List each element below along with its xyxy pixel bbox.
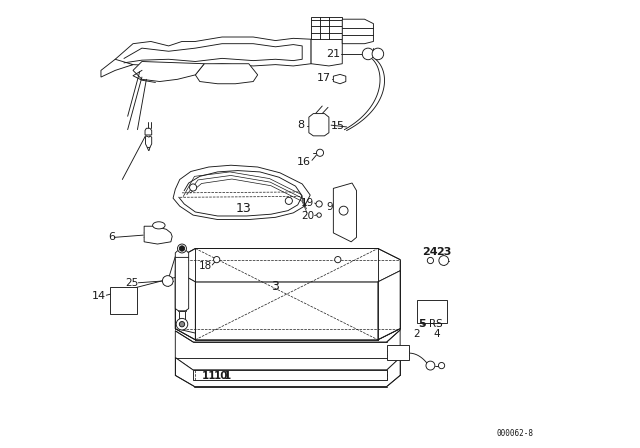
Text: 5: 5 xyxy=(418,319,426,329)
Polygon shape xyxy=(333,74,346,84)
Polygon shape xyxy=(309,114,329,136)
Circle shape xyxy=(214,257,220,263)
Polygon shape xyxy=(417,300,447,323)
Polygon shape xyxy=(175,271,195,340)
Circle shape xyxy=(177,244,186,253)
Text: 6: 6 xyxy=(109,233,115,242)
Circle shape xyxy=(428,258,433,263)
Text: 10: 10 xyxy=(214,371,228,381)
Text: 21: 21 xyxy=(326,49,340,59)
Polygon shape xyxy=(175,330,400,370)
Text: 4: 4 xyxy=(433,329,440,340)
Circle shape xyxy=(438,362,445,369)
Text: 11: 11 xyxy=(202,371,216,381)
Circle shape xyxy=(317,213,321,217)
Text: 19: 19 xyxy=(301,198,314,207)
Polygon shape xyxy=(195,64,258,84)
Circle shape xyxy=(179,322,185,327)
Text: 000062-8: 000062-8 xyxy=(497,429,534,438)
Polygon shape xyxy=(175,255,189,311)
Polygon shape xyxy=(311,17,342,39)
Text: - RS: - RS xyxy=(422,319,443,329)
Text: 8: 8 xyxy=(298,120,305,130)
Circle shape xyxy=(426,361,435,370)
Text: 24: 24 xyxy=(422,247,437,258)
Polygon shape xyxy=(133,61,204,82)
Polygon shape xyxy=(173,165,310,220)
Circle shape xyxy=(176,319,188,330)
Polygon shape xyxy=(101,59,133,77)
Polygon shape xyxy=(175,358,400,387)
Circle shape xyxy=(189,184,196,191)
Ellipse shape xyxy=(152,222,165,229)
Polygon shape xyxy=(342,19,373,44)
Text: 3: 3 xyxy=(271,280,279,293)
Text: 23: 23 xyxy=(436,247,451,258)
Text: 16: 16 xyxy=(297,157,311,167)
Circle shape xyxy=(285,197,292,204)
Circle shape xyxy=(179,246,185,251)
Polygon shape xyxy=(144,226,172,244)
Circle shape xyxy=(335,257,341,263)
Polygon shape xyxy=(175,271,400,340)
Polygon shape xyxy=(378,271,400,340)
Polygon shape xyxy=(110,287,138,314)
Text: 9: 9 xyxy=(327,202,333,212)
Text: 1: 1 xyxy=(224,371,231,381)
Polygon shape xyxy=(179,311,185,321)
Circle shape xyxy=(439,256,449,265)
Circle shape xyxy=(316,201,322,207)
Text: 13: 13 xyxy=(236,202,251,215)
Polygon shape xyxy=(115,37,311,68)
Polygon shape xyxy=(333,183,356,242)
Text: 2: 2 xyxy=(413,329,420,340)
Polygon shape xyxy=(175,251,189,258)
Circle shape xyxy=(362,48,374,60)
Polygon shape xyxy=(145,128,152,135)
Circle shape xyxy=(163,276,173,286)
Text: 14: 14 xyxy=(92,291,106,301)
Polygon shape xyxy=(193,370,387,380)
Circle shape xyxy=(339,206,348,215)
Circle shape xyxy=(372,48,383,60)
Text: 15: 15 xyxy=(331,121,345,131)
Polygon shape xyxy=(387,345,409,360)
Polygon shape xyxy=(145,136,152,147)
Polygon shape xyxy=(175,249,400,282)
Text: 17: 17 xyxy=(317,73,331,83)
Circle shape xyxy=(316,149,324,156)
Text: 18: 18 xyxy=(199,261,212,271)
Polygon shape xyxy=(311,37,342,66)
Text: 25: 25 xyxy=(125,278,138,288)
Text: 20: 20 xyxy=(301,211,314,221)
